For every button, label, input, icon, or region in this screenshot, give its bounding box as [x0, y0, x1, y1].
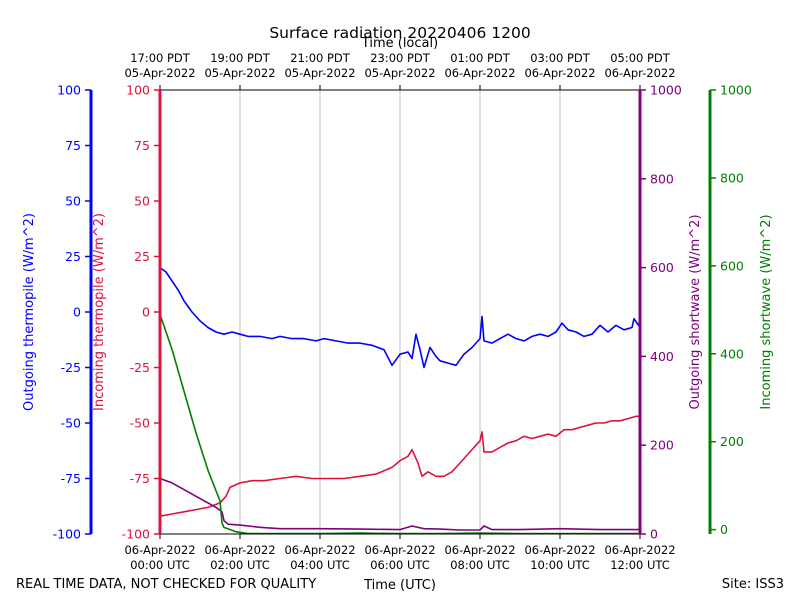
series-line-out_sw — [159, 477, 640, 531]
top-x-tick-label-time: 17:00 PDT — [130, 51, 191, 65]
top-x-tick-label-time: 05:00 PDT — [610, 51, 671, 65]
top-x-tick-label-date: 05-Apr-2022 — [364, 66, 435, 80]
y-tick-label-in_thermo: 100 — [126, 83, 150, 98]
y-axis-label-in_thermo: Incoming thermopile (W/m^2) — [92, 213, 107, 411]
y-tick-label-out_sw: 0 — [650, 527, 658, 542]
y-tick-label-in_sw: 400 — [720, 346, 744, 361]
x-tick-label-date: 06-Apr-2022 — [444, 543, 515, 557]
x-tick-label-time: 12:00 UTC — [610, 558, 670, 572]
top-x-tick-label-date: 06-Apr-2022 — [604, 66, 675, 80]
y-tick-label-in_thermo: -50 — [130, 416, 150, 431]
top-x-tick-label-date: 06-Apr-2022 — [444, 66, 515, 80]
y-tick-label-out_thermo: -75 — [61, 471, 81, 486]
x-tick-label-time: 00:00 UTC — [130, 558, 190, 572]
x-tick-label-time: 08:00 UTC — [450, 558, 510, 572]
y-tick-label-in_thermo: -75 — [130, 471, 150, 486]
y-axis-label-in_sw: Incoming shortwave (W/m^2) — [759, 214, 774, 409]
top-x-tick-label-time: 01:00 PDT — [450, 51, 511, 65]
y-tick-label-in_sw: 600 — [720, 258, 744, 273]
quality-disclaimer: REAL TIME DATA, NOT CHECKED FOR QUALITY — [16, 577, 316, 592]
x-tick-label-date: 06-Apr-2022 — [124, 543, 195, 557]
y-tick-label-out_sw: 1000 — [650, 83, 682, 98]
site-label: Site: ISS3 — [722, 577, 784, 592]
x-tick-label-date: 06-Apr-2022 — [204, 543, 275, 557]
top-x-tick-label-time: 19:00 PDT — [210, 51, 271, 65]
grid-lines — [239, 90, 561, 534]
x-tick-label-time: 02:00 UTC — [210, 558, 270, 572]
x-tick-label-time: 04:00 UTC — [290, 558, 350, 572]
y-tick-label-in_thermo: -100 — [122, 527, 150, 542]
y-tick-label-out_sw: 400 — [650, 349, 674, 364]
top-x-tick-label-date: 06-Apr-2022 — [524, 66, 595, 80]
x-tick-label-date: 06-Apr-2022 — [524, 543, 595, 557]
y-tick-label-out_sw: 800 — [650, 171, 674, 186]
y-tick-label-out_thermo: 75 — [65, 138, 81, 153]
x-tick-label-date: 06-Apr-2022 — [284, 543, 355, 557]
y-tick-label-out_thermo: 50 — [65, 194, 81, 209]
x-axis-label: Time (UTC) — [363, 578, 436, 593]
top-x-tick-label-time: 21:00 PDT — [290, 51, 351, 65]
series-line-in_thermo — [159, 415, 640, 517]
series-line-out_thermo — [159, 266, 641, 369]
y-tick-label-in_thermo: -25 — [130, 360, 150, 375]
top-x-tick-label-date: 05-Apr-2022 — [204, 66, 275, 80]
top-x-tick-label-time: 23:00 PDT — [370, 51, 431, 65]
y-tick-label-out_thermo: 100 — [57, 83, 81, 98]
x-tick-label-time: 06:00 UTC — [370, 558, 430, 572]
top-axis-label: Time (local) — [361, 36, 438, 51]
y-axis-label-out_sw: Outgoing shortwave (W/m^2) — [688, 214, 703, 409]
y-axis-label-out_thermo: Outgoing thermopile (W/m^2) — [22, 213, 37, 411]
top-x-tick-label-date: 05-Apr-2022 — [284, 66, 355, 80]
y-tick-label-in_thermo: 0 — [142, 305, 150, 320]
y-tick-label-in_thermo: 75 — [134, 138, 150, 153]
x-tick-label-date: 06-Apr-2022 — [364, 543, 435, 557]
y-tick-label-in_sw: 1000 — [720, 83, 752, 98]
y-tick-label-out_thermo: -25 — [61, 360, 81, 375]
y-tick-label-out_thermo: -100 — [53, 527, 81, 542]
y-tick-label-in_thermo: 25 — [134, 249, 150, 264]
y-tick-label-in_sw: 0 — [720, 522, 728, 537]
x-tick-label-date: 06-Apr-2022 — [604, 543, 675, 557]
y-tick-label-out_thermo: 25 — [65, 249, 81, 264]
y-tick-label-out_thermo: 0 — [73, 305, 81, 320]
y-tick-label-out_thermo: -50 — [61, 416, 81, 431]
y-tick-label-out_sw: 200 — [650, 438, 674, 453]
y-tick-label-out_sw: 600 — [650, 260, 674, 275]
x-tick-label-time: 10:00 UTC — [530, 558, 590, 572]
top-x-tick-label-time: 03:00 PDT — [530, 51, 591, 65]
chart-title: Surface radiation 20220406 1200 — [269, 24, 530, 42]
y-tick-label-in_thermo: 50 — [134, 194, 150, 209]
y-tick-label-in_sw: 800 — [720, 170, 744, 185]
top-x-tick-label-date: 05-Apr-2022 — [124, 66, 195, 80]
y-tick-label-in_sw: 200 — [720, 434, 744, 449]
